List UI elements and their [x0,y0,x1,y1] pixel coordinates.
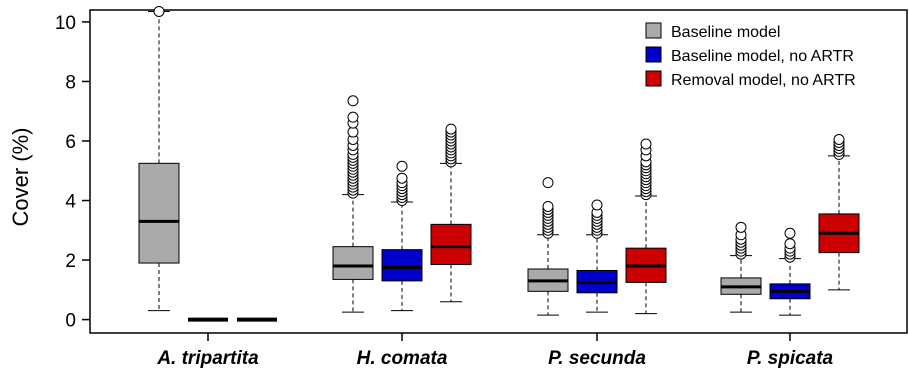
box-1-0 [332,95,374,313]
category-label-0: A. tripartita [156,348,259,368]
y-axis-label: Cover (%) [8,127,33,226]
category-label-2: P. secunda [548,348,646,368]
outlier-point-19 [347,111,359,123]
box-0-0 [138,5,180,312]
box-group-1 [332,95,472,313]
outlier-point-4 [784,238,796,250]
outlier-point-7 [396,172,408,184]
outlier-point-20 [347,95,359,107]
box-3-1 [769,227,811,316]
outlier-point-8 [396,160,408,172]
legend: Baseline model Baseline model, no ARTR Rem… [645,22,856,89]
box-2-2 [625,138,667,315]
outlier-point-11 [445,123,457,135]
iqr-box [138,162,180,264]
outlier-point-10 [542,177,554,189]
outlier-point-14 [640,138,652,150]
outlier-point-8 [591,199,603,211]
plot-frame [89,9,908,334]
outlier-point-0 [153,5,165,17]
category-label-1: H. comata [357,348,448,368]
outlier-point-5 [833,133,845,145]
box-group-2 [527,138,667,316]
iqr-box [430,223,472,266]
y-tick-label-1: 2 [65,251,76,272]
box-1-1 [381,160,423,312]
legend-swatch-2 [645,70,662,87]
box-2-0 [527,177,569,316]
legend-swatch-1 [645,46,662,63]
outlier-point-7 [735,221,747,233]
legend-label-2: Removal model, no ARTR [671,72,856,89]
legend-swatch-0 [645,22,662,39]
iqr-box [332,246,374,280]
y-tick-label-2: 4 [65,192,76,213]
box-group-3 [720,133,860,316]
outlier-point-5 [784,227,796,239]
box-groups [138,5,860,322]
box-group-0 [138,5,277,322]
axes: 0 2 4 6 8 10 [55,9,908,341]
y-tick-label-5: 10 [55,13,76,34]
category-labels: A. tripartita H. comata P. secunda P. spica… [156,348,833,368]
y-tick-label-0: 0 [65,311,76,332]
y-tick-label-3: 6 [65,132,76,153]
legend-label-1: Baseline model, no ARTR [671,48,854,65]
box-3-2 [818,133,860,291]
legend-label-0: Baseline model [671,24,780,41]
category-label-3: P. spicata [747,348,834,368]
box-1-2 [430,123,472,303]
outlier-point-9 [542,200,554,212]
box-2-1 [576,199,618,313]
box-3-0 [720,221,762,313]
iqr-box [381,249,423,282]
y-tick-label-4: 8 [65,72,76,93]
